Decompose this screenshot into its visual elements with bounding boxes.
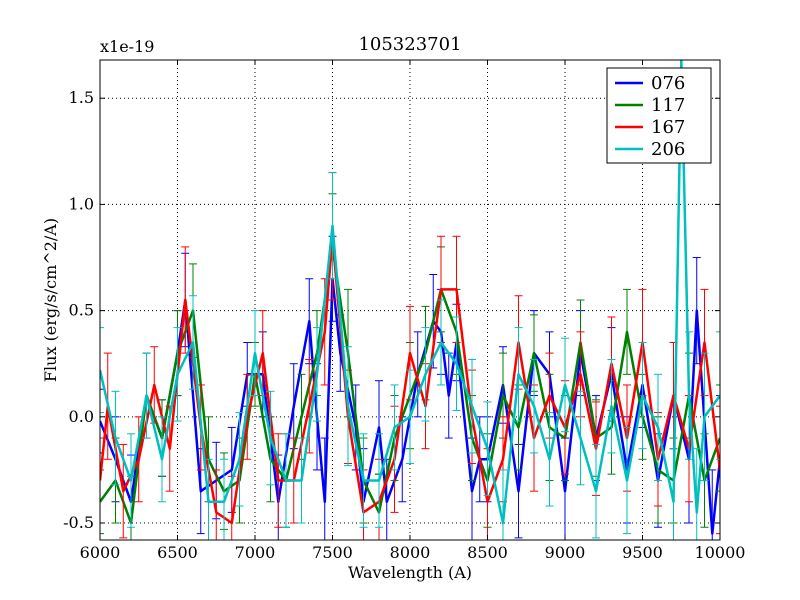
x-tick-label: 6500	[157, 543, 198, 562]
x-tick-label: 8500	[467, 543, 508, 562]
legend-label-206: 206	[651, 139, 685, 160]
x-axis-label: Wavelength (A)	[348, 563, 472, 582]
x-tick-label: 9000	[545, 543, 586, 562]
y-tick-label: 1.5	[69, 88, 94, 107]
x-tick-label: 7500	[312, 543, 353, 562]
legend-label-117: 117	[651, 95, 685, 116]
x-tick-label: 9500	[622, 543, 663, 562]
x-tick-label: 7000	[235, 543, 276, 562]
x-tick-label: 6000	[80, 543, 121, 562]
y-tick-label: 0.0	[69, 407, 94, 426]
series-layer	[100, 60, 720, 540]
y-offset-text: x1e-19	[100, 37, 154, 56]
y-tick-label: 1.0	[69, 194, 94, 213]
legend-label-076: 076	[651, 73, 685, 94]
legend-label-167: 167	[651, 117, 685, 138]
y-axis-label: Flux (erg/s/cm^2/A)	[41, 218, 60, 382]
x-tick-label: 10000	[695, 543, 746, 562]
ticks: 6000 6500 7000 7500 8000 8500 9000 9500 10000 -0.…	[63, 60, 745, 562]
x-tick-label: 8000	[390, 543, 431, 562]
series-206	[100, 60, 720, 540]
y-tick-label: 0.5	[69, 301, 94, 320]
series-line-206	[100, 60, 720, 525]
y-tick-label: -0.5	[63, 513, 94, 532]
chart-title: 105323701	[358, 34, 461, 55]
